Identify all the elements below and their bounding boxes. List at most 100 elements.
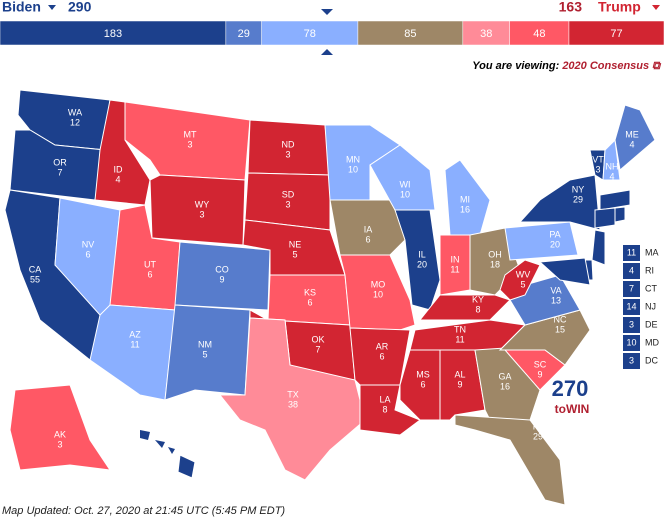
state[interactable]	[9, 384, 112, 471]
state-abbr: AL	[454, 369, 465, 379]
state[interactable]	[339, 254, 416, 331]
state-ev: 5	[292, 249, 297, 259]
state-abbr: PA	[549, 229, 560, 239]
state[interactable]	[518, 174, 601, 231]
right-candidate[interactable]: Trump	[598, 0, 641, 15]
state-ev: 11	[450, 264, 459, 274]
state-abbr: NY	[572, 184, 585, 194]
state-abbr: WV	[516, 269, 531, 279]
small-state-abbr: CT	[645, 283, 657, 293]
bar: 183 29 78 85 38 48 77	[0, 20, 664, 46]
small-state-box[interactable]	[623, 335, 640, 351]
state-ev: 10	[373, 289, 383, 299]
left-total: 290	[68, 0, 92, 15]
bar-segment-label: 78	[304, 28, 316, 40]
island	[140, 430, 150, 440]
bar-segment-label: 77	[610, 28, 622, 40]
state-ev: 13	[551, 295, 561, 305]
state[interactable]	[149, 174, 246, 246]
state[interactable]	[614, 104, 656, 171]
state-abbr: WY	[195, 199, 210, 209]
small-state-ev: 11	[627, 247, 636, 257]
state-abbr: NC	[554, 314, 567, 324]
logo-number: 270	[552, 376, 589, 401]
state[interactable]	[538, 257, 591, 286]
map-name-link[interactable]: 2020 Consensus	[561, 60, 649, 72]
state-ev: 4	[629, 139, 634, 149]
state[interactable]	[89, 304, 176, 401]
small-state-box[interactable]	[623, 263, 640, 279]
state-abbr: KS	[304, 287, 316, 297]
state-abbr: VT	[592, 154, 604, 164]
state[interactable]	[164, 304, 251, 401]
state[interactable]	[444, 159, 491, 236]
left-candidate[interactable]: Biden	[2, 0, 41, 15]
small-state-ev: 10	[626, 337, 636, 347]
state-abbr: TN	[454, 324, 466, 334]
island	[155, 440, 165, 448]
state[interactable]	[454, 414, 566, 506]
state-abbr: TX	[287, 389, 299, 399]
external-icon[interactable]: ⧉	[652, 60, 662, 72]
state-ev: 55	[30, 274, 40, 284]
state-ev: 8	[382, 404, 387, 414]
island	[168, 447, 175, 454]
state-abbr: MT	[184, 129, 197, 139]
state-abbr: MS	[416, 369, 430, 379]
bar-segment	[357, 20, 464, 46]
viewing-line: You are viewing: 2020 Consensus ⧉	[472, 60, 662, 72]
state-ev: 10	[400, 189, 410, 199]
state-abbr: NV	[82, 239, 95, 249]
state[interactable]	[594, 207, 616, 229]
state-ev: 29	[533, 431, 543, 441]
state-abbr: VA	[550, 285, 561, 295]
state-ev: 5	[520, 279, 525, 289]
small-state-box[interactable]	[623, 317, 640, 333]
state[interactable]	[599, 189, 631, 211]
state-abbr: ME	[625, 129, 639, 139]
small-state-ev: 3	[629, 319, 634, 329]
state[interactable]	[504, 221, 579, 261]
small-state-box[interactable]	[623, 353, 640, 369]
small-state-ev: 14	[626, 301, 636, 311]
bar-segment-label: 38	[480, 28, 492, 40]
state-abbr: MO	[371, 279, 386, 289]
state-abbr: AK	[54, 429, 66, 439]
small-state-box[interactable]	[623, 281, 640, 297]
state[interactable]	[614, 206, 626, 223]
bar-segment	[462, 20, 510, 46]
state-ev: 4	[192, 486, 197, 496]
state[interactable]	[329, 199, 406, 256]
majority-marker	[321, 9, 333, 15]
state-ev: 7	[315, 344, 320, 354]
right-total: 163	[559, 0, 583, 15]
state[interactable]	[177, 454, 196, 479]
state[interactable]	[591, 229, 606, 266]
state-ev: 20	[417, 259, 427, 269]
small-state-box[interactable]	[623, 299, 640, 315]
state-ev: 20	[550, 239, 560, 249]
dropdown-arrow[interactable]	[48, 5, 56, 10]
state-abbr: IL	[418, 249, 426, 259]
bar-segment	[568, 20, 664, 46]
state-abbr: WI	[400, 179, 411, 189]
state-abbr: CA	[29, 264, 42, 274]
state-ev: 6	[365, 234, 370, 244]
state[interactable]	[499, 259, 541, 301]
state-abbr: ND	[282, 139, 295, 149]
dropdown-arrow[interactable]	[652, 5, 660, 10]
state[interactable]	[418, 294, 511, 321]
state[interactable]	[602, 138, 621, 181]
state-abbr: SC	[534, 359, 547, 369]
state-ev: 6	[147, 269, 152, 279]
state[interactable]	[369, 144, 436, 211]
state-abbr: LA	[379, 394, 390, 404]
state-abbr: SD	[282, 189, 295, 199]
state-abbr: HI	[191, 476, 200, 486]
state-abbr: KY	[472, 294, 484, 304]
small-state-box[interactable]	[623, 245, 640, 261]
state[interactable]	[218, 317, 366, 481]
state-ev: 6	[420, 379, 425, 389]
small-state-abbr: DC	[645, 355, 658, 365]
state-ev: 3	[285, 149, 290, 159]
